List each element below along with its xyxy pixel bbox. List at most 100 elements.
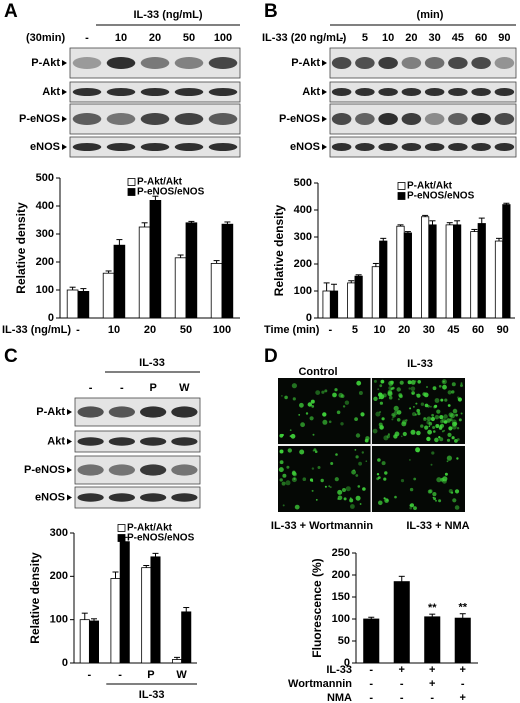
cell-spot (388, 380, 394, 386)
cell-spot (379, 384, 383, 388)
cell-spot (457, 397, 462, 402)
cell-spot (435, 424, 440, 428)
y-axis-label: Relative density (272, 204, 286, 296)
x-tick-label: - (118, 669, 122, 681)
blot-band (77, 406, 104, 418)
blot-band (494, 88, 515, 96)
cell-spot (434, 398, 440, 403)
lane-label: - (89, 382, 93, 394)
lane-label: W (179, 382, 190, 394)
blot-label: Akt (302, 86, 320, 98)
cell-spot (354, 417, 358, 421)
cell-spot (426, 420, 431, 425)
blot-band (331, 57, 352, 69)
cell-spot (394, 495, 397, 499)
bar (102, 272, 115, 319)
bar (347, 282, 356, 319)
cell-spot (412, 412, 416, 417)
lane-label: 45 (452, 32, 464, 44)
cell-spot (330, 462, 334, 465)
cell-spot (448, 426, 453, 431)
cell-spot (373, 379, 377, 383)
cell-spot (388, 395, 393, 400)
cell-spot (377, 388, 380, 391)
blot-band (331, 88, 352, 96)
blot-arrow (62, 116, 67, 122)
cell-spot (426, 436, 431, 442)
blot-band (355, 143, 375, 151)
blot-band (140, 113, 170, 125)
cell-spot (345, 486, 351, 492)
bar (445, 224, 454, 319)
y-tick-label: 0 (62, 657, 68, 669)
blot-band (424, 88, 445, 96)
cell-spot (454, 489, 460, 494)
cell-spot (446, 438, 451, 442)
cell-spot (376, 473, 380, 476)
blot-frame (329, 136, 517, 158)
x-tick-label: 90 (497, 324, 509, 336)
blot-label: Akt (47, 435, 65, 447)
cell-spot (391, 418, 394, 421)
cell-spot (410, 429, 416, 435)
lane-label: 10 (115, 32, 127, 44)
lane-label: - (85, 32, 89, 44)
x-tick-label: 30 (423, 324, 435, 336)
treatment-sign: - (461, 678, 465, 690)
legend-swatch (127, 188, 136, 196)
cell-spot (410, 386, 416, 392)
cell-spot (420, 424, 424, 428)
cell-spot (309, 416, 314, 421)
treatment-label: NMA (327, 692, 352, 703)
cell-spot (332, 392, 337, 397)
blot-arrow (62, 60, 67, 66)
cell-spot (340, 422, 344, 426)
blot-band (72, 88, 102, 96)
cell-spot (396, 387, 401, 392)
blot-arrow (322, 60, 327, 66)
y-tick-label: 200 (294, 258, 312, 270)
cell-spot (375, 411, 381, 417)
lane-label: 100 (214, 32, 232, 44)
cell-spot (312, 433, 315, 436)
legend-swatch (117, 524, 126, 532)
blot-band (171, 437, 198, 446)
cell-spot (402, 431, 407, 437)
treatment-sign: - (430, 692, 434, 703)
cell-spot (434, 437, 439, 443)
legend-label: P-eNOS/eNOS (127, 533, 195, 544)
image-label: IL-33 + Wortmannin (271, 520, 373, 532)
bar (138, 226, 151, 319)
cell-spot (312, 449, 315, 452)
bar (379, 240, 388, 319)
cell-spot (286, 465, 290, 469)
blot-frame (74, 430, 201, 453)
cell-spot (381, 417, 385, 421)
bar (150, 556, 161, 664)
y-tick-label: 0 (344, 657, 350, 669)
blot-band (106, 143, 136, 151)
cell-spot (329, 486, 332, 489)
y-tick-label: 100 (36, 284, 54, 296)
cell-spot (400, 479, 405, 483)
cell-spot (373, 396, 378, 401)
bar (79, 619, 90, 664)
cell-spot (447, 432, 452, 437)
cell-spot (281, 395, 283, 397)
cell-spot (307, 402, 312, 407)
treatment-sign: - (400, 692, 404, 703)
blot-band (77, 464, 104, 476)
cell-spot (396, 410, 402, 415)
blot-band (174, 57, 204, 69)
cell-spot (320, 478, 324, 483)
cell-spot (446, 455, 452, 461)
blot-band (140, 464, 167, 476)
bar (149, 199, 162, 319)
y-axis-label: Relative density (28, 552, 42, 644)
cell-spot (350, 504, 355, 509)
bar (393, 581, 410, 664)
cell-spot (281, 433, 284, 437)
cell-spot (311, 405, 315, 408)
y-tick-label: 500 (294, 177, 312, 189)
cell-spot (453, 422, 458, 426)
